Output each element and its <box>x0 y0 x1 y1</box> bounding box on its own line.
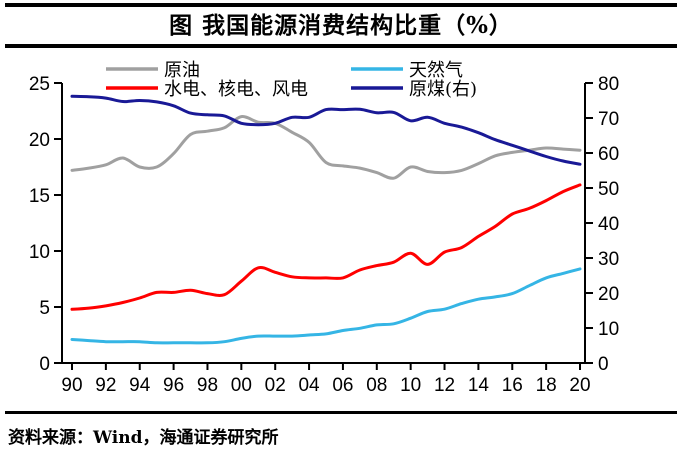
right-axis-tick-label: 20 <box>598 284 619 305</box>
x-axis-tick-label: 94 <box>129 375 151 396</box>
legend-item-hydro-nuclear-wind: 水电、核电、风电 <box>106 79 308 100</box>
x-axis-tick-label: 02 <box>265 375 286 396</box>
x-axis-tick-label: 20 <box>569 375 590 396</box>
right-axis-tick-label: 30 <box>598 249 619 270</box>
legend-item-natural-gas: 天然气 <box>351 60 463 81</box>
x-axis-tick-label: 12 <box>434 375 455 396</box>
right-axis-tick-label: 10 <box>598 319 619 340</box>
right-axis-tick-label: 0 <box>598 354 609 375</box>
left-axis-tick-label: 10 <box>29 242 50 263</box>
left-axis-tick-label: 20 <box>29 130 50 151</box>
left-axis-tick-label: 15 <box>29 186 50 207</box>
legend-item-crude-oil: 原油 <box>106 60 200 81</box>
series-line-natural-gas <box>70 267 582 345</box>
left-axis-tick-label: 5 <box>39 298 50 319</box>
series-line-hydro-nuclear-wind <box>70 183 582 311</box>
legend-label-raw-coal: 原煤(右) <box>409 79 477 100</box>
right-axis-tick-label: 60 <box>598 144 619 165</box>
legend-item-raw-coal: 原煤(右) <box>351 79 477 100</box>
left-axis-tick-label: 0 <box>39 354 50 375</box>
right-axis-tick-label: 40 <box>598 214 619 235</box>
x-axis-tick-label: 00 <box>231 375 252 396</box>
x-axis-tick-label: 04 <box>298 375 320 396</box>
data-source-text: 资料来源：Wind，海通证券研究所 <box>8 428 279 448</box>
right-axis-tick-label: 80 <box>598 74 619 95</box>
x-axis-tick-label: 96 <box>163 375 184 396</box>
x-axis-tick-label: 16 <box>502 375 523 396</box>
x-axis-tick-label: 14 <box>468 375 490 396</box>
left-axis-tick-label: 25 <box>29 74 50 95</box>
x-axis-tick-label: 92 <box>95 375 116 396</box>
x-axis-tick-label: 06 <box>332 375 353 396</box>
legend-label-hydro-nuclear-wind: 水电、核电、风电 <box>164 79 308 100</box>
x-axis-tick-label: 18 <box>536 375 557 396</box>
right-axis-tick-label: 70 <box>598 109 619 130</box>
series-line-raw-coal <box>70 94 582 166</box>
chart-title: 图 我国能源消费结构比重（%） <box>169 12 513 39</box>
x-axis-tick-label: 10 <box>400 375 421 396</box>
energy-structure-line-chart: 0 5 10 15 20 25 0 10 20 30 40 50 60 70 80 90 92 94 96 98 00 0… <box>29 60 619 396</box>
x-axis-tick-label: 08 <box>366 375 387 396</box>
title-top-rule <box>5 3 677 7</box>
x-axis-tick-label: 98 <box>197 375 218 396</box>
footer-rule <box>5 411 677 414</box>
series-line-crude-oil <box>70 115 582 180</box>
legend-label-crude-oil: 原油 <box>164 60 200 81</box>
x-axis-tick-label: 90 <box>61 375 82 396</box>
right-axis-tick-label: 50 <box>598 179 619 200</box>
legend-label-natural-gas: 天然气 <box>409 60 463 81</box>
title-bottom-rule <box>5 44 677 48</box>
